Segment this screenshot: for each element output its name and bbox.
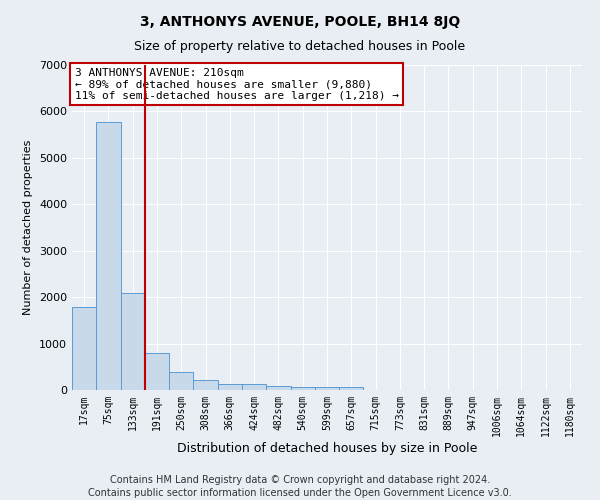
- Bar: [121, 294, 145, 390]
- Text: Contains public sector information licensed under the Open Government Licence v3: Contains public sector information licen…: [88, 488, 512, 498]
- Bar: [339, 387, 364, 390]
- Bar: [218, 384, 242, 390]
- Bar: [242, 384, 266, 390]
- Y-axis label: Number of detached properties: Number of detached properties: [23, 140, 34, 315]
- Bar: [315, 387, 339, 390]
- Bar: [145, 353, 169, 390]
- Text: Contains HM Land Registry data © Crown copyright and database right 2024.: Contains HM Land Registry data © Crown c…: [110, 475, 490, 485]
- Text: Size of property relative to detached houses in Poole: Size of property relative to detached ho…: [134, 40, 466, 53]
- Bar: [72, 308, 96, 390]
- Bar: [96, 122, 121, 390]
- Text: 3 ANTHONYS AVENUE: 210sqm
← 89% of detached houses are smaller (9,880)
11% of se: 3 ANTHONYS AVENUE: 210sqm ← 89% of detac…: [75, 68, 399, 101]
- X-axis label: Distribution of detached houses by size in Poole: Distribution of detached houses by size …: [177, 442, 477, 454]
- Bar: [193, 380, 218, 390]
- Bar: [290, 387, 315, 390]
- Text: 3, ANTHONYS AVENUE, POOLE, BH14 8JQ: 3, ANTHONYS AVENUE, POOLE, BH14 8JQ: [140, 15, 460, 29]
- Bar: [169, 372, 193, 390]
- Bar: [266, 386, 290, 390]
